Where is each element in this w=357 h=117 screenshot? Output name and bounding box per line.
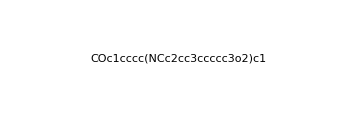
Text: COc1cccc(NCc2cc3ccccc3o2)c1: COc1cccc(NCc2cc3ccccc3o2)c1	[90, 53, 267, 64]
